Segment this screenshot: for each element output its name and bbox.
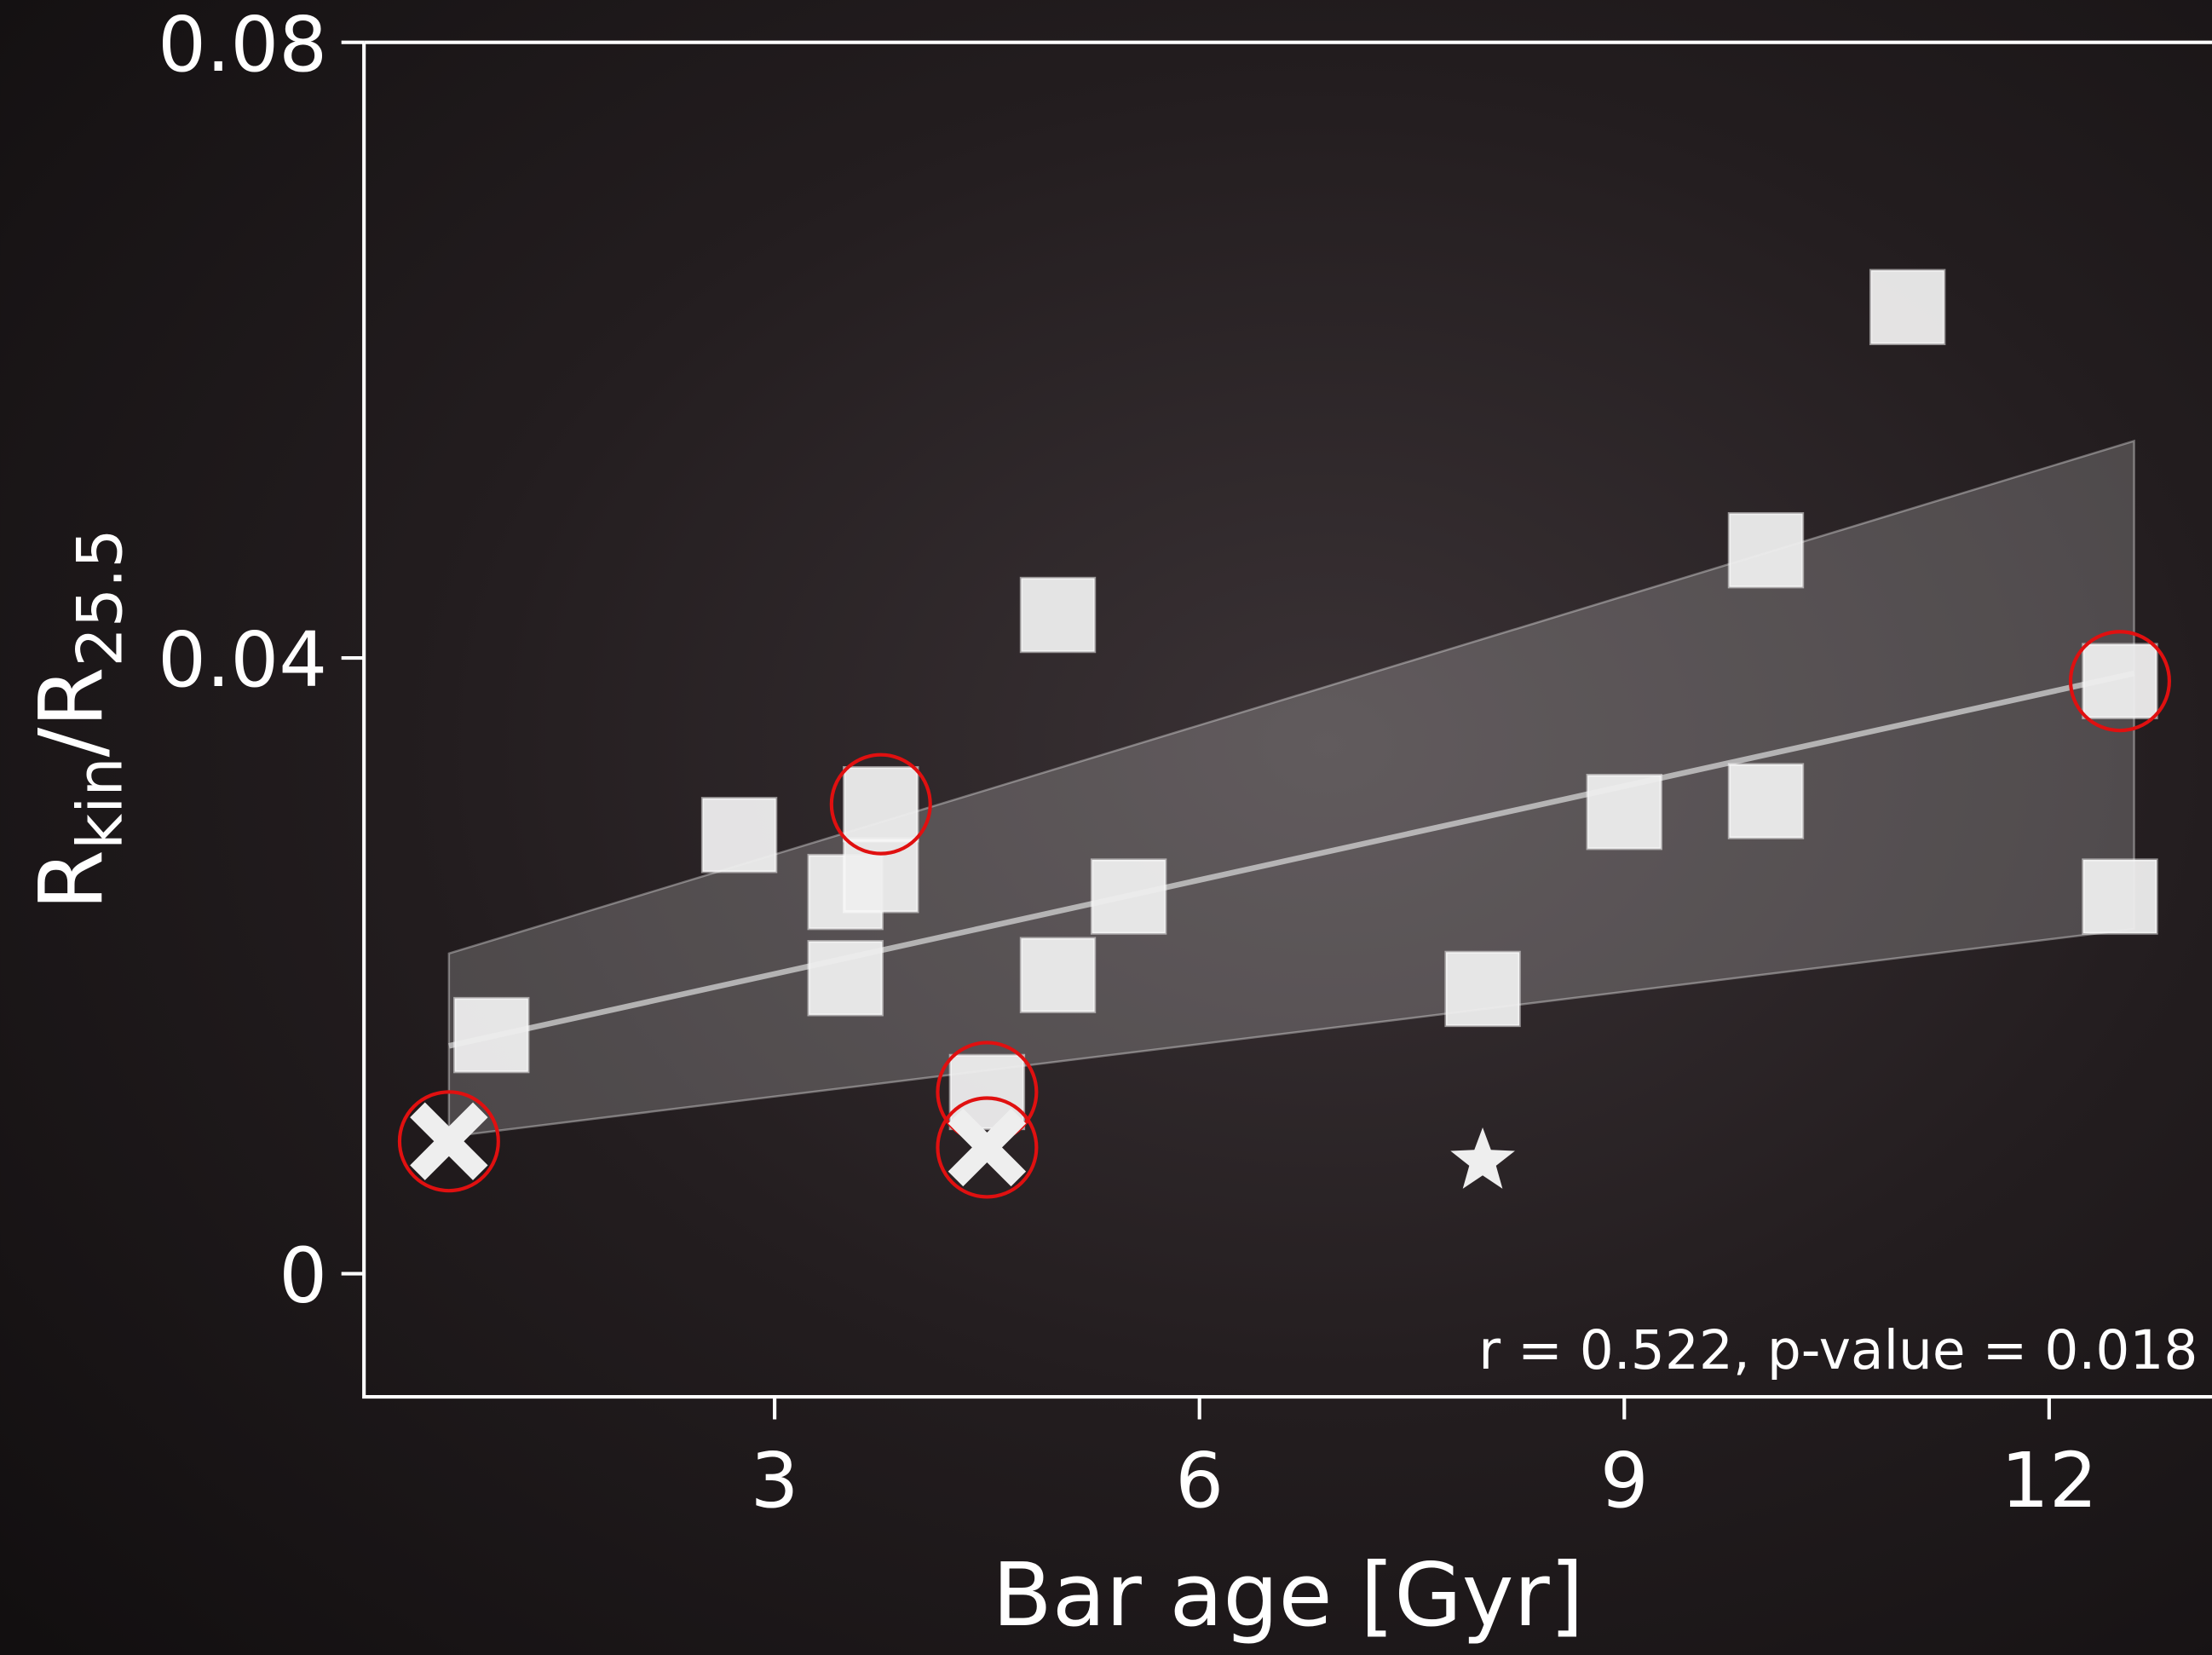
square-point [1444, 950, 1521, 1028]
square-point [700, 797, 778, 874]
y-axis-label-part: kin [64, 757, 136, 850]
square-point [843, 765, 919, 843]
square-point [1019, 576, 1097, 654]
cross-point [410, 1102, 488, 1180]
highlight-circle [829, 753, 932, 856]
square-point [2082, 643, 2158, 719]
axes-frame [362, 40, 2212, 1399]
square-point [1727, 511, 1805, 589]
x-tick-label: 3 [751, 1437, 799, 1525]
square-point [1586, 774, 1662, 851]
highlight-circle [936, 1096, 1039, 1199]
square-point [807, 940, 884, 1017]
square-point [2082, 858, 2158, 935]
x-tick-label: 12 [2001, 1437, 2098, 1525]
square-point [1090, 858, 1167, 935]
y-axis-label: Rkin/R25.5 [21, 528, 136, 910]
square-point [1869, 268, 1946, 346]
y-tick-label: 0.04 [158, 616, 327, 705]
square-point [1727, 763, 1805, 839]
y-axis-label-part: 25.5 [64, 528, 136, 666]
y-tick-label: 0.08 [158, 1, 327, 89]
square-point [453, 996, 530, 1074]
annotation: r = 0.522, p-value = 0.018 [1478, 1319, 2198, 1381]
fit-line [448, 670, 2135, 1049]
y-axis-label-part: R [21, 850, 123, 910]
highlight-circle [397, 1090, 500, 1193]
star-point [1450, 1127, 1515, 1189]
square-point [1019, 937, 1097, 1013]
highlight-circle [2068, 630, 2171, 733]
y-tick-label: 0 [279, 1232, 327, 1321]
cross-point [948, 1108, 1027, 1187]
y-axis-label-part: /R [21, 667, 123, 758]
x-tick-label: 9 [1600, 1437, 1649, 1525]
square-point [843, 837, 919, 914]
x-tick-label: 6 [1175, 1437, 1224, 1525]
x-axis-label: Bar age [Gyr] [992, 1545, 1583, 1646]
